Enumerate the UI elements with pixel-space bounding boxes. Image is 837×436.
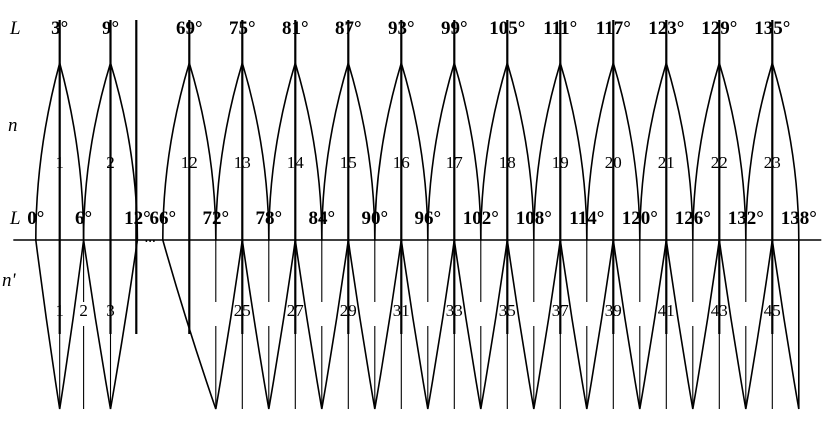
svg-text:81°: 81° [282, 18, 309, 39]
svg-text:22: 22 [711, 153, 728, 172]
svg-text:12: 12 [181, 153, 198, 172]
svg-text:21: 21 [658, 153, 675, 172]
svg-text:135°: 135° [754, 18, 790, 39]
svg-text:n: n [8, 115, 18, 136]
svg-text:6°: 6° [75, 208, 92, 229]
svg-text:84°: 84° [308, 208, 335, 229]
svg-text:1: 1 [55, 153, 64, 172]
svg-text:17: 17 [446, 153, 464, 172]
svg-text:138°: 138° [781, 208, 817, 229]
svg-text:13: 13 [234, 153, 251, 172]
svg-text:9°: 9° [102, 18, 119, 39]
svg-text:31: 31 [393, 301, 410, 320]
svg-text:25: 25 [234, 301, 251, 320]
svg-text:90°: 90° [361, 208, 388, 229]
svg-text:0°: 0° [27, 208, 44, 229]
svg-text:114°: 114° [569, 208, 604, 229]
svg-text:43: 43 [711, 301, 728, 320]
svg-text:37: 37 [552, 301, 570, 320]
svg-text:14: 14 [287, 153, 305, 172]
svg-text:78°: 78° [255, 208, 282, 229]
svg-text:87°: 87° [335, 18, 362, 39]
svg-text:1: 1 [55, 301, 64, 320]
svg-text:93°: 93° [388, 18, 415, 39]
svg-text:129°: 129° [701, 18, 737, 39]
svg-text:33: 33 [446, 301, 463, 320]
svg-text:2: 2 [79, 301, 88, 320]
svg-text:18: 18 [499, 153, 516, 172]
svg-text:99°: 99° [441, 18, 468, 39]
svg-text:3: 3 [106, 301, 115, 320]
svg-text:20: 20 [605, 153, 622, 172]
svg-text:96°: 96° [414, 208, 441, 229]
svg-text:75°: 75° [229, 18, 256, 39]
svg-text:27: 27 [287, 301, 305, 320]
svg-text:19: 19 [552, 153, 569, 172]
svg-text:23: 23 [764, 153, 781, 172]
svg-text:66°: 66° [149, 208, 176, 229]
svg-text:117°: 117° [596, 18, 631, 39]
svg-text:69°: 69° [176, 18, 203, 39]
svg-text:15: 15 [340, 153, 357, 172]
svg-text:12°: 12° [124, 208, 151, 229]
svg-text:102°: 102° [463, 208, 499, 229]
svg-text:35: 35 [499, 301, 516, 320]
svg-text:108°: 108° [516, 208, 552, 229]
svg-text:120°: 120° [622, 208, 658, 229]
svg-text:41: 41 [658, 301, 675, 320]
svg-text:123°: 123° [648, 18, 684, 39]
svg-text:2: 2 [106, 153, 115, 172]
svg-text:29: 29 [340, 301, 357, 320]
svg-text:L: L [9, 18, 21, 39]
svg-text:3°: 3° [51, 18, 68, 39]
svg-text:16: 16 [393, 153, 410, 172]
svg-text:n': n' [2, 270, 17, 291]
svg-text:L: L [9, 208, 21, 229]
svg-text:105°: 105° [489, 18, 525, 39]
svg-text:39: 39 [605, 301, 622, 320]
svg-text:111°: 111° [543, 18, 577, 39]
svg-text:...: ... [144, 230, 155, 246]
svg-text:126°: 126° [675, 208, 711, 229]
svg-text:45: 45 [764, 301, 781, 320]
svg-text:72°: 72° [202, 208, 229, 229]
svg-text:132°: 132° [728, 208, 764, 229]
